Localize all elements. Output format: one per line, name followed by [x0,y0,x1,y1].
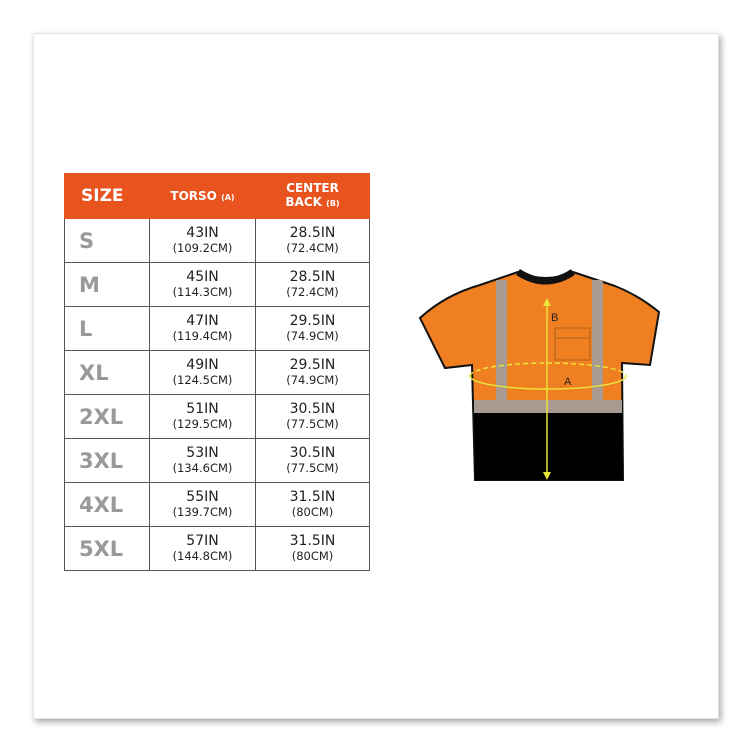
center-back-cell: 29.5IN (74.9CM) [255,350,370,395]
size-cell: XL [64,350,150,395]
reflective-stripe-horizontal [474,400,622,413]
shirt-black-bottom [474,413,623,480]
arrow-up-icon [543,298,551,306]
table-row: S 43IN (109.2CM) 28.5IN (72.4CM) [64,218,370,263]
table-row: L 47IN (119.4CM) 29.5IN (74.9CM) [64,306,370,351]
size-chart-table: SIZE TORSO (A) CENTER BACK (B) S 43IN (109.… [64,173,370,571]
torso-cell: 57IN (144.8CM) [149,526,256,571]
size-cell: 3XL [64,438,150,483]
center-back-cell: 31.5IN (80CM) [255,482,370,527]
torso-cell: 47IN (119.4CM) [149,306,256,351]
ellipse-front [469,375,627,390]
reflective-stripe-right [592,280,603,400]
ellipse-back-dashed [469,362,627,377]
table-row: M 45IN (114.3CM) 28.5IN (72.4CM) [64,262,370,307]
size-cell: 2XL [64,394,150,439]
center-back-cell: 31.5IN (80CM) [255,526,370,571]
arrow-down-icon [543,472,551,480]
center-back-cell: 28.5IN (72.4CM) [255,262,370,307]
torso-cell: 55IN (139.7CM) [149,482,256,527]
label-b: B [551,312,558,324]
table-row: 2XL 51IN (129.5CM) 30.5IN (77.5CM) [64,394,370,439]
header-center-back: CENTER BACK (B) [255,173,370,219]
size-cell: L [64,306,150,351]
table-header-row: SIZE TORSO (A) CENTER BACK (B) [64,173,370,219]
size-cell: S [64,218,150,263]
center-back-cell: 29.5IN (74.9CM) [255,306,370,351]
table-row: 5XL 57IN (144.8CM) 31.5IN (80CM) [64,526,370,571]
table-row: 3XL 53IN (134.6CM) 30.5IN (77.5CM) [64,438,370,483]
size-cell: 4XL [64,482,150,527]
header-size: SIZE [64,173,150,219]
header-torso: TORSO (A) [149,173,256,219]
center-back-cell: 30.5IN (77.5CM) [255,438,370,483]
shirt-diagram: B A [418,268,660,481]
reflective-stripe-left [496,280,507,400]
collar [516,268,575,285]
size-cell: M [64,262,150,307]
table-row: 4XL 55IN (139.7CM) 31.5IN (80CM) [64,482,370,527]
torso-cell: 51IN (129.5CM) [149,394,256,439]
torso-cell: 45IN (114.3CM) [149,262,256,307]
center-back-cell: 28.5IN (72.4CM) [255,218,370,263]
table-row: XL 49IN (124.5CM) 29.5IN (74.9CM) [64,350,370,395]
label-a: A [564,376,572,388]
center-back-cell: 30.5IN (77.5CM) [255,394,370,439]
torso-cell: 49IN (124.5CM) [149,350,256,395]
torso-cell: 43IN (109.2CM) [149,218,256,263]
size-cell: 5XL [64,526,150,571]
torso-cell: 53IN (134.6CM) [149,438,256,483]
pocket [554,327,591,361]
